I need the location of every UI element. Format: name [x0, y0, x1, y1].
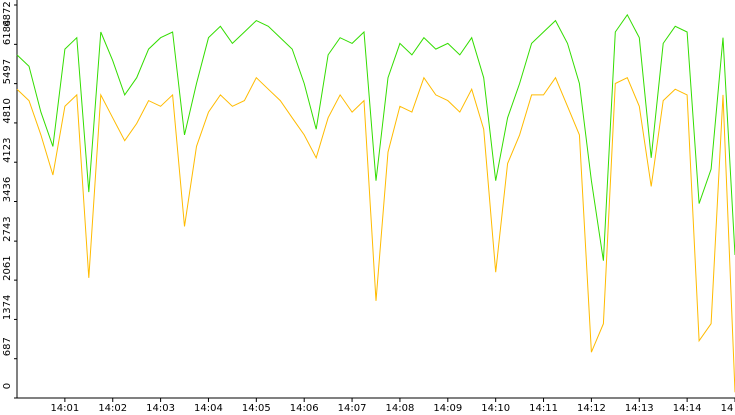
y-tick-label: 687: [2, 337, 13, 356]
x-tick-label: 14:01: [50, 403, 79, 414]
y-tick-label: 5497: [2, 59, 13, 84]
x-tick-label: 14: [721, 403, 734, 414]
y-tick-label: 6872: [2, 1, 13, 26]
y-tick-label: 3436: [2, 177, 13, 202]
y-tick-label: 2743: [2, 216, 13, 241]
x-tick-label: 14:02: [98, 403, 127, 414]
x-tick-label: 14:04: [194, 403, 223, 414]
x-tick-label: 14:07: [338, 403, 367, 414]
x-tick-label: 14:13: [625, 403, 654, 414]
y-tick-label: 2061: [2, 255, 13, 280]
x-tick-label: 14:05: [242, 403, 271, 414]
y-tick-label: 4123: [2, 137, 13, 162]
series-line: [16, 13, 735, 261]
y-tick-label: 6184: [2, 20, 13, 45]
y-tick-label: 0: [2, 383, 13, 389]
y-tick-label: 4810: [2, 98, 13, 123]
x-tick-label: 14:09: [433, 403, 462, 414]
x-tick-label: 14:12: [577, 403, 606, 414]
x-tick-label: 14:11: [529, 403, 558, 414]
x-tick-label: 14:06: [290, 403, 319, 414]
y-tick-label: 1374: [2, 295, 13, 320]
x-tick-label: 14:10: [481, 403, 510, 414]
series-line: [16, 76, 735, 393]
x-tick-label: 14:08: [386, 403, 415, 414]
x-tick-label: 14:14: [673, 403, 702, 414]
x-tick-label: 14:03: [146, 403, 175, 414]
